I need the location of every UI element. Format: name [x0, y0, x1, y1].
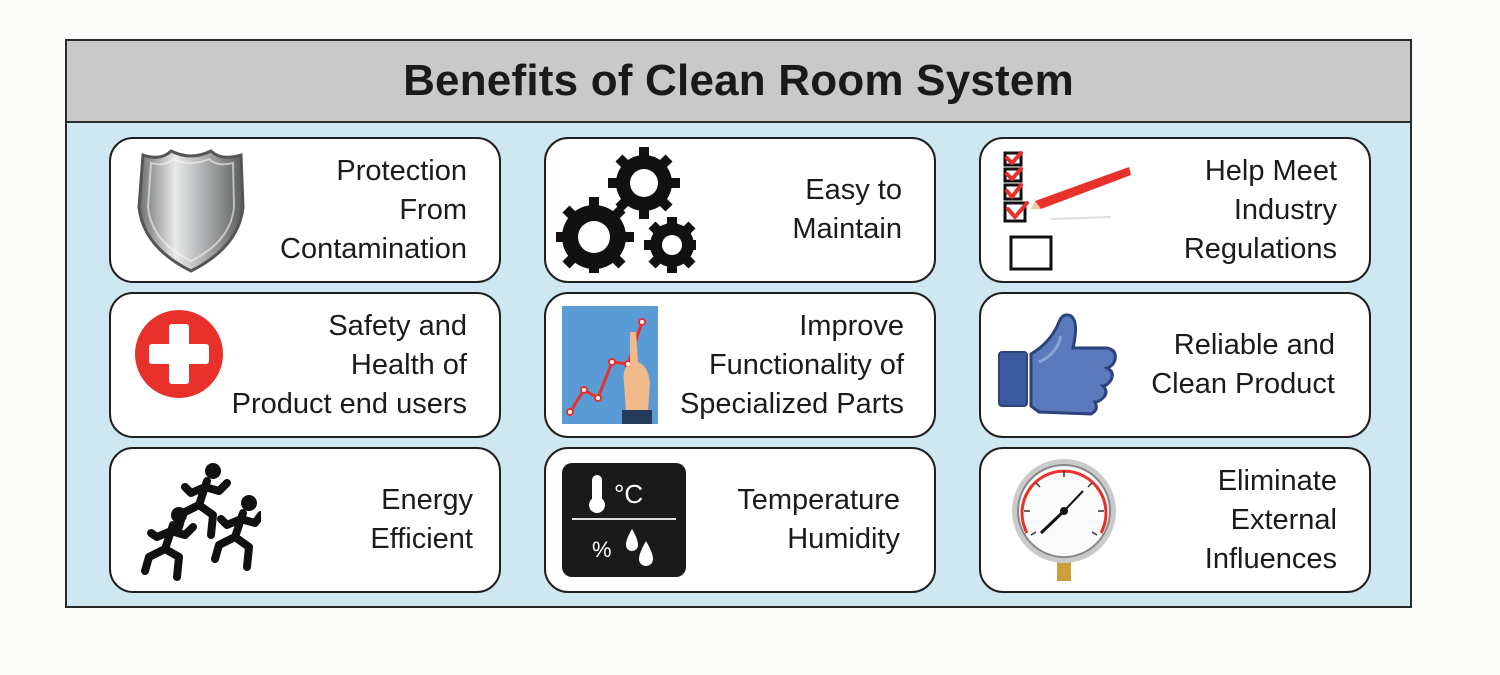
benefit-card-temperature: °C % Temperature Humidity [544, 447, 936, 593]
benefit-label-line: Energy [381, 484, 473, 516]
benefit-label-line: Specialized Parts [679, 387, 904, 420]
benefit-label-line: Maintain [792, 213, 902, 245]
pressure-gauge-icon [991, 457, 1131, 583]
shield-icon [121, 147, 261, 273]
benefit-label-line: From [399, 193, 467, 226]
benefit-card-reliable: Reliable and Clean Product [979, 292, 1371, 438]
benefit-card-maintain: Easy to Maintain [544, 137, 936, 283]
benefit-card-safety: Safety and Health of Product end users [109, 292, 501, 438]
temperature-unit-label: °C [614, 479, 643, 509]
benefit-label-line: Reliable and [1173, 329, 1335, 361]
benefit-card-influences: Eliminate External Influences [979, 447, 1371, 593]
title-bar: Benefits of Clean Room System [67, 41, 1410, 123]
thumbs-up-icon [991, 302, 1131, 428]
benefit-card-protection: Protection From Contamination [109, 137, 501, 283]
benefit-card-regulations: Help Meet Industry Regulations [979, 137, 1371, 283]
checklist-icon [991, 147, 1131, 273]
runners-icon [121, 457, 261, 583]
benefit-label-line: Help Meet [1204, 154, 1337, 187]
benefit-label-line: Efficient [370, 523, 473, 555]
benefit-label-line: Easy to [805, 174, 902, 206]
benefit-label-line: Regulations [1183, 232, 1337, 265]
benefit-label-line: Eliminate [1217, 464, 1337, 497]
benefit-label-line: Improve [799, 309, 904, 342]
benefit-label-line: Safety and [328, 309, 467, 342]
benefit-label-line: Temperature [737, 484, 900, 516]
humidity-unit-label: % [592, 537, 612, 562]
benefit-label-line: Clean Product [1151, 368, 1335, 400]
gears-icon [556, 147, 696, 273]
benefit-label-line: Industry [1233, 193, 1337, 226]
benefit-label-line: Health of [350, 348, 467, 381]
benefit-label-line: Humidity [787, 523, 900, 555]
benefit-card-energy: Energy Efficient [109, 447, 501, 593]
medical-cross-icon [121, 302, 261, 428]
benefit-label-line: Protection [336, 154, 467, 187]
benefit-label-line: Functionality of [708, 348, 904, 381]
benefit-card-functionality: Improve Functionality of Specialized Par… [544, 292, 936, 438]
benefit-label-line: External [1230, 503, 1337, 536]
benefit-label-line: Contamination [280, 232, 467, 265]
benefit-label-line: Product end users [231, 387, 467, 420]
benefits-panel: Benefits of Clean Room System Protection [65, 39, 1412, 608]
temperature-humidity-icon: °C % [556, 457, 696, 583]
benefit-label-line: Influences [1204, 542, 1337, 575]
growth-chart-icon [556, 302, 696, 428]
page-title: Benefits of Clean Room System [403, 56, 1074, 105]
